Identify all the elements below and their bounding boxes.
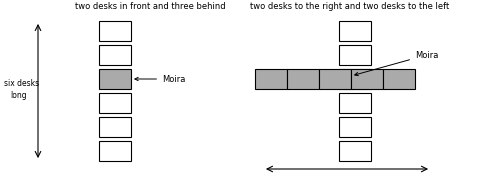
Text: Moira: Moira [355, 51, 439, 76]
Bar [99, 141, 131, 161]
Bar [339, 69, 371, 89]
Bar [339, 93, 371, 113]
Bar [255, 69, 287, 89]
Bar [339, 141, 371, 161]
Bar [319, 69, 351, 89]
Bar [99, 117, 131, 137]
Bar [339, 21, 371, 41]
Text: Moira: Moira [135, 74, 185, 83]
Bar [99, 21, 131, 41]
Bar [351, 69, 383, 89]
Bar [383, 69, 415, 89]
Text: six desks: six desks [4, 79, 39, 87]
Bar [99, 69, 131, 89]
Bar [339, 45, 371, 65]
Text: two desks in front and three behind: two desks in front and three behind [75, 2, 226, 11]
Text: long: long [10, 91, 27, 100]
Bar [99, 93, 131, 113]
Bar [287, 69, 319, 89]
Bar [99, 45, 131, 65]
Bar [339, 117, 371, 137]
Text: two desks to the right and two desks to the left: two desks to the right and two desks to … [250, 2, 449, 11]
